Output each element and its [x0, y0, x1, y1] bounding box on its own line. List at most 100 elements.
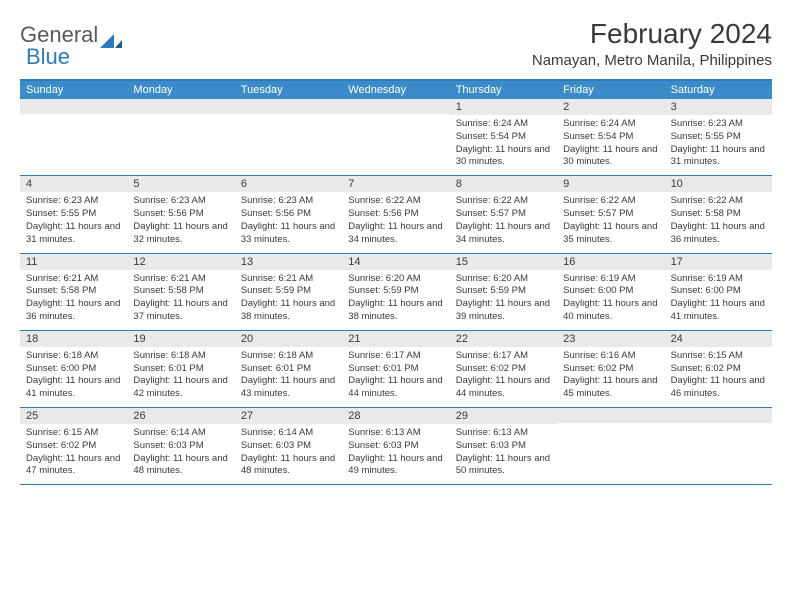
- day-cell: 22Sunrise: 6:17 AMSunset: 6:02 PMDayligh…: [450, 331, 557, 407]
- day-details: Sunrise: 6:22 AMSunset: 5:57 PMDaylight:…: [450, 192, 557, 252]
- weekday-sat: Saturday: [665, 81, 772, 99]
- sunset-text: Sunset: 6:02 PM: [671, 363, 766, 376]
- sunset-text: Sunset: 5:59 PM: [456, 285, 551, 298]
- sunset-text: Sunset: 5:55 PM: [26, 208, 121, 221]
- day-number: 8: [450, 176, 557, 192]
- sunrise-text: Sunrise: 6:21 AM: [133, 273, 228, 286]
- day-details: Sunrise: 6:23 AMSunset: 5:55 PMDaylight:…: [665, 115, 772, 175]
- sunrise-text: Sunrise: 6:22 AM: [348, 195, 443, 208]
- day-cell: 2Sunrise: 6:24 AMSunset: 5:54 PMDaylight…: [557, 99, 664, 175]
- daylight-text: Daylight: 11 hours and 47 minutes.: [26, 453, 121, 479]
- sunset-text: Sunset: 6:01 PM: [348, 363, 443, 376]
- sunset-text: Sunset: 6:02 PM: [26, 440, 121, 453]
- day-cell: 9Sunrise: 6:22 AMSunset: 5:57 PMDaylight…: [557, 176, 664, 252]
- daylight-text: Daylight: 11 hours and 39 minutes.: [456, 298, 551, 324]
- sunset-text: Sunset: 6:02 PM: [563, 363, 658, 376]
- day-number: 18: [20, 331, 127, 347]
- weekday-tue: Tuesday: [235, 81, 342, 99]
- sunset-text: Sunset: 6:00 PM: [563, 285, 658, 298]
- day-details: Sunrise: 6:23 AMSunset: 5:55 PMDaylight:…: [20, 192, 127, 252]
- sunset-text: Sunset: 5:56 PM: [241, 208, 336, 221]
- daylight-text: Daylight: 11 hours and 44 minutes.: [456, 375, 551, 401]
- day-number: 10: [665, 176, 772, 192]
- day-details: Sunrise: 6:13 AMSunset: 6:03 PMDaylight:…: [342, 424, 449, 484]
- daylight-text: Daylight: 11 hours and 38 minutes.: [348, 298, 443, 324]
- daylight-text: Daylight: 11 hours and 30 minutes.: [563, 144, 658, 170]
- week-row: 1Sunrise: 6:24 AMSunset: 5:54 PMDaylight…: [20, 99, 772, 176]
- sunset-text: Sunset: 5:54 PM: [563, 131, 658, 144]
- day-details: Sunrise: 6:18 AMSunset: 6:01 PMDaylight:…: [127, 347, 234, 407]
- daylight-text: Daylight: 11 hours and 44 minutes.: [348, 375, 443, 401]
- sunset-text: Sunset: 6:01 PM: [133, 363, 228, 376]
- day-cell: 14Sunrise: 6:20 AMSunset: 5:59 PMDayligh…: [342, 254, 449, 330]
- daylight-text: Daylight: 11 hours and 33 minutes.: [241, 221, 336, 247]
- sunrise-text: Sunrise: 6:21 AM: [26, 273, 121, 286]
- day-cell: 1Sunrise: 6:24 AMSunset: 5:54 PMDaylight…: [450, 99, 557, 175]
- sunset-text: Sunset: 5:59 PM: [241, 285, 336, 298]
- sunset-text: Sunset: 5:58 PM: [26, 285, 121, 298]
- sunrise-text: Sunrise: 6:20 AM: [456, 273, 551, 286]
- day-details: Sunrise: 6:21 AMSunset: 5:58 PMDaylight:…: [127, 270, 234, 330]
- day-details: Sunrise: 6:22 AMSunset: 5:56 PMDaylight:…: [342, 192, 449, 252]
- day-number: 26: [127, 408, 234, 424]
- brand-part2: Blue: [26, 44, 70, 69]
- weekday-sun: Sunday: [20, 81, 127, 99]
- day-cell: 26Sunrise: 6:14 AMSunset: 6:03 PMDayligh…: [127, 408, 234, 484]
- day-cell: 17Sunrise: 6:19 AMSunset: 6:00 PMDayligh…: [665, 254, 772, 330]
- sunset-text: Sunset: 5:56 PM: [133, 208, 228, 221]
- day-number: 27: [235, 408, 342, 424]
- day-cell: 18Sunrise: 6:18 AMSunset: 6:00 PMDayligh…: [20, 331, 127, 407]
- weekday-wed: Wednesday: [342, 81, 449, 99]
- weekday-mon: Monday: [127, 81, 234, 99]
- day-details: Sunrise: 6:14 AMSunset: 6:03 PMDaylight:…: [127, 424, 234, 484]
- day-number: 5: [127, 176, 234, 192]
- daylight-text: Daylight: 11 hours and 36 minutes.: [26, 298, 121, 324]
- weekday-thu: Thursday: [450, 81, 557, 99]
- day-number: 29: [450, 408, 557, 424]
- day-cell: 20Sunrise: 6:18 AMSunset: 6:01 PMDayligh…: [235, 331, 342, 407]
- sunset-text: Sunset: 6:00 PM: [26, 363, 121, 376]
- daylight-text: Daylight: 11 hours and 35 minutes.: [563, 221, 658, 247]
- day-number: 12: [127, 254, 234, 270]
- day-cell: 28Sunrise: 6:13 AMSunset: 6:03 PMDayligh…: [342, 408, 449, 484]
- day-number: 17: [665, 254, 772, 270]
- day-number: 3: [665, 99, 772, 115]
- day-details: Sunrise: 6:22 AMSunset: 5:58 PMDaylight:…: [665, 192, 772, 252]
- sunrise-text: Sunrise: 6:15 AM: [26, 427, 121, 440]
- day-cell: 19Sunrise: 6:18 AMSunset: 6:01 PMDayligh…: [127, 331, 234, 407]
- sunrise-text: Sunrise: 6:16 AM: [563, 350, 658, 363]
- daylight-text: Daylight: 11 hours and 30 minutes.: [456, 144, 551, 170]
- day-details: Sunrise: 6:23 AMSunset: 5:56 PMDaylight:…: [127, 192, 234, 252]
- day-number: 28: [342, 408, 449, 424]
- day-cell: 5Sunrise: 6:23 AMSunset: 5:56 PMDaylight…: [127, 176, 234, 252]
- sunrise-text: Sunrise: 6:17 AM: [348, 350, 443, 363]
- sunset-text: Sunset: 5:56 PM: [348, 208, 443, 221]
- daylight-text: Daylight: 11 hours and 41 minutes.: [26, 375, 121, 401]
- day-details: [20, 114, 127, 169]
- day-details: Sunrise: 6:20 AMSunset: 5:59 PMDaylight:…: [342, 270, 449, 330]
- week-row: 11Sunrise: 6:21 AMSunset: 5:58 PMDayligh…: [20, 254, 772, 331]
- day-details: Sunrise: 6:23 AMSunset: 5:56 PMDaylight:…: [235, 192, 342, 252]
- sunrise-text: Sunrise: 6:24 AM: [456, 118, 551, 131]
- sunrise-text: Sunrise: 6:20 AM: [348, 273, 443, 286]
- sunrise-text: Sunrise: 6:22 AM: [671, 195, 766, 208]
- day-details: Sunrise: 6:24 AMSunset: 5:54 PMDaylight:…: [450, 115, 557, 175]
- sunrise-text: Sunrise: 6:18 AM: [133, 350, 228, 363]
- sunrise-text: Sunrise: 6:21 AM: [241, 273, 336, 286]
- day-details: Sunrise: 6:15 AMSunset: 6:02 PMDaylight:…: [20, 424, 127, 484]
- day-number: 25: [20, 408, 127, 424]
- weekday-fri: Friday: [557, 81, 664, 99]
- day-details: Sunrise: 6:13 AMSunset: 6:03 PMDaylight:…: [450, 424, 557, 484]
- sunrise-text: Sunrise: 6:19 AM: [563, 273, 658, 286]
- sunset-text: Sunset: 5:54 PM: [456, 131, 551, 144]
- day-cell: 15Sunrise: 6:20 AMSunset: 5:59 PMDayligh…: [450, 254, 557, 330]
- day-details: Sunrise: 6:18 AMSunset: 6:01 PMDaylight:…: [235, 347, 342, 407]
- day-details: [127, 114, 234, 169]
- daylight-text: Daylight: 11 hours and 50 minutes.: [456, 453, 551, 479]
- sunset-text: Sunset: 6:00 PM: [671, 285, 766, 298]
- day-cell: 10Sunrise: 6:22 AMSunset: 5:58 PMDayligh…: [665, 176, 772, 252]
- week-row: 25Sunrise: 6:15 AMSunset: 6:02 PMDayligh…: [20, 408, 772, 485]
- daylight-text: Daylight: 11 hours and 37 minutes.: [133, 298, 228, 324]
- day-number: 16: [557, 254, 664, 270]
- week-row: 18Sunrise: 6:18 AMSunset: 6:00 PMDayligh…: [20, 331, 772, 408]
